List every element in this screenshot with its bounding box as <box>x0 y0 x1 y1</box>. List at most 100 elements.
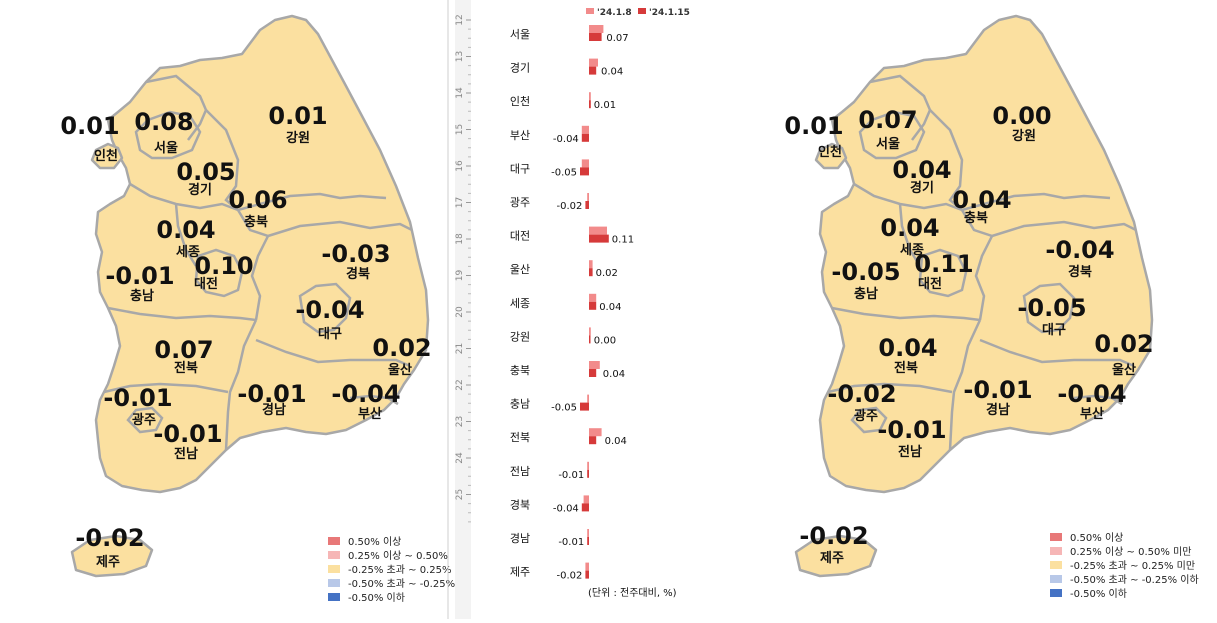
right-region-name-10: 울산 <box>1112 362 1136 378</box>
data-label-0: 0.07 <box>606 33 628 44</box>
left-region-value-14: -0.01 <box>237 380 306 408</box>
bar-prev-9 <box>589 327 591 336</box>
left-region-value-5: 0.04 <box>156 216 215 244</box>
right-region-name-4: 충북 <box>964 210 988 226</box>
right-region-name-5: 세종 <box>900 243 924 258</box>
data-label-14: -0.04 <box>553 503 579 514</box>
right-region-name-9: 대구 <box>1042 323 1066 338</box>
bar-chart: 서울 0.07 경기 0.04 인천 0.01 부산 -0.04 대구 -0.05 광주 -0.02 대… <box>510 25 634 582</box>
right-map-labels: 0.01인천0.07서울0.04경기0.00강원0.04충북0.04세종0.11… <box>784 102 1153 566</box>
left-region-value-15: -0.04 <box>331 380 400 408</box>
right-region-name-12: 광주 <box>854 409 878 424</box>
ruler-label-11: 23 <box>455 416 465 427</box>
ruler-strip <box>455 0 471 619</box>
left-region-name-14: 경남 <box>262 402 286 418</box>
bar-prev-0 <box>589 25 604 33</box>
bar-curr-3 <box>581 133 589 142</box>
left-region-value-1: 0.08 <box>134 108 193 136</box>
bar-curr-4 <box>580 167 589 176</box>
category-label-9: 강원 <box>510 330 530 343</box>
left-region-value-16: -0.02 <box>75 524 144 552</box>
right-region-value-5: 0.04 <box>880 214 939 242</box>
right-legend-label-4: -0.50% 이하 <box>1070 587 1127 600</box>
bar-chart-legend: '24.1.8 '24.1.15 <box>586 8 690 18</box>
category-label-4: 대구 <box>510 162 530 175</box>
category-label-11: 충남 <box>510 398 530 411</box>
left-legend-swatch-1 <box>328 551 340 559</box>
right-region-value-14: -0.01 <box>963 376 1032 404</box>
bar-prev-10 <box>589 361 600 369</box>
data-label-3: -0.04 <box>553 134 579 145</box>
bar-curr-7 <box>589 268 593 277</box>
bar-prev-6 <box>589 226 607 235</box>
left-map <box>70 14 430 578</box>
data-label-5: -0.02 <box>557 201 583 212</box>
right-region-value-11: 0.04 <box>878 334 937 362</box>
left-region-name-3: 강원 <box>286 130 310 146</box>
left-region-name-6: 대전 <box>194 276 218 292</box>
right-legend-label-1: 0.25% 이상 ~ 0.50% 미만 <box>1070 546 1191 558</box>
data-label-2: 0.01 <box>594 100 616 111</box>
right-legend-label-0: 0.50% 이상 <box>1070 532 1123 544</box>
bar-prev-8 <box>589 293 597 302</box>
right-region-value-0: 0.01 <box>784 112 843 140</box>
left-region-name-11: 전북 <box>174 360 198 376</box>
unit-note: (단위 : 전주대비, %) <box>588 586 677 599</box>
data-label-15: -0.01 <box>558 537 584 548</box>
left-region-name-13: 전남 <box>174 446 198 462</box>
bar-prev-3 <box>581 125 589 134</box>
left-region-name-8: 경북 <box>346 266 370 282</box>
bar-prev-15 <box>587 529 589 537</box>
right-region-value-4: 0.04 <box>952 186 1011 214</box>
bar-prev-7 <box>589 260 593 269</box>
bar-curr-8 <box>589 301 597 310</box>
bar-prev-2 <box>589 92 591 101</box>
left-region-value-10: 0.02 <box>372 334 431 362</box>
right-region-value-9: -0.05 <box>1017 294 1086 322</box>
data-label-10: 0.04 <box>603 369 625 380</box>
right-region-name-11: 전북 <box>894 360 918 376</box>
right-region-name-7: 충남 <box>854 286 878 302</box>
right-legend-swatch-2 <box>1050 561 1062 569</box>
bar-curr-5 <box>585 201 589 209</box>
left-region-value-0: 0.01 <box>60 112 119 140</box>
bar-prev-5 <box>587 193 589 201</box>
left-legend-label-0: 0.50% 이상 <box>348 536 401 548</box>
data-label-4: -0.05 <box>551 167 577 178</box>
right-legend-swatch-3 <box>1050 575 1062 583</box>
data-label-11: -0.05 <box>551 403 577 414</box>
data-label-1: 0.04 <box>601 67 623 78</box>
right-region-name-13: 전남 <box>898 444 922 460</box>
right-region-value-3: 0.00 <box>992 102 1051 130</box>
right-region-name-14: 경남 <box>986 402 1010 418</box>
category-label-14: 경북 <box>510 498 530 511</box>
ruler-label-10: 22 <box>455 379 465 390</box>
left-region-name-7: 충남 <box>130 288 154 304</box>
data-label-9: 0.00 <box>594 335 616 346</box>
left-region-value-6: 0.10 <box>194 252 253 280</box>
ruler-label-13: 25 <box>455 489 465 500</box>
left-legend: 0.50% 이상 0.25% 이상 ~ 0.50% -0.25% 초과 ~ 0.25… <box>328 536 455 604</box>
right-region-name-1: 서울 <box>876 136 900 152</box>
category-label-0: 서울 <box>510 28 530 41</box>
category-label-12: 전북 <box>510 431 530 444</box>
data-label-7: 0.02 <box>596 268 618 279</box>
ruler-label-7: 19 <box>455 270 465 282</box>
legend-label-curr: '24.1.15 <box>649 8 690 18</box>
left-region-name-12: 광주 <box>132 413 156 428</box>
left-region-name-9: 대구 <box>318 327 342 342</box>
right-region-name-2: 경기 <box>910 180 934 196</box>
bar-prev-13 <box>587 461 589 470</box>
category-label-8: 세종 <box>510 297 530 310</box>
right-region-value-1: 0.07 <box>858 106 917 134</box>
right-region-value-15: -0.04 <box>1057 380 1126 408</box>
right-legend-swatch-4 <box>1050 589 1062 597</box>
bar-curr-12 <box>589 436 597 445</box>
left-region-name-2: 경기 <box>188 182 212 198</box>
ruler-label-2: 14 <box>455 87 465 99</box>
ruler-label-1: 13 <box>455 51 465 62</box>
left-legend-label-3: -0.50% 초과 ~ -0.25% <box>348 578 455 590</box>
left-legend-label-4: -0.50% 이하 <box>348 591 405 604</box>
data-label-13: -0.01 <box>558 470 584 481</box>
vertical-ruler: 12 13 14 15 16 17 18 19 20 21 22 23 24 25 <box>455 14 471 523</box>
